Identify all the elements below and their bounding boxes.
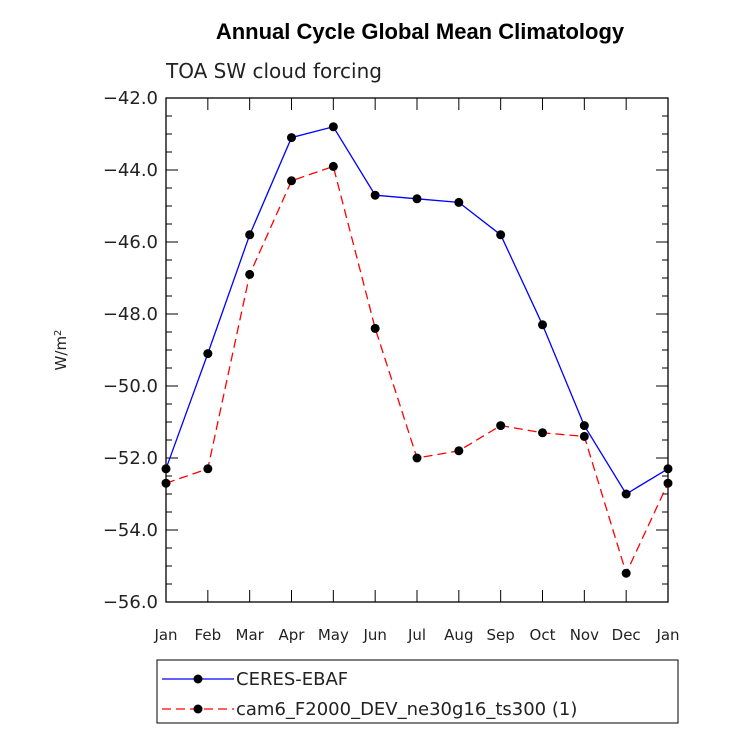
y-tick-label: −50.0 — [103, 376, 158, 397]
x-tick-label: Sep — [487, 626, 515, 644]
y-tick-label: −52.0 — [103, 448, 158, 469]
y-tick-label: −46.0 — [103, 232, 158, 253]
data-point — [245, 230, 255, 240]
series-line-2 — [165, 165, 669, 576]
data-point — [370, 323, 380, 333]
x-tick-label: Oct — [530, 626, 556, 644]
data-point — [454, 197, 464, 207]
legend-label: cam6_F2000_DEV_ne30g16_ts300 (1) — [236, 699, 577, 720]
x-tick-label: May — [318, 626, 349, 644]
x-tick-label: Aug — [444, 626, 473, 644]
data-point — [621, 489, 631, 499]
y-axis-label: W/m2 — [52, 330, 70, 371]
chart-subtitle: TOA SW cloud forcing — [165, 59, 382, 83]
data-point — [203, 464, 213, 474]
data-point — [245, 269, 255, 279]
legend-marker — [193, 674, 203, 684]
data-point — [496, 421, 506, 431]
data-point — [496, 230, 506, 240]
x-tick-label: Jun — [362, 626, 386, 644]
data-point — [328, 161, 338, 171]
x-tick-label: Feb — [195, 626, 222, 644]
data-point — [412, 453, 422, 463]
y-axis-label-text: W/m — [52, 336, 70, 371]
data-point — [538, 320, 547, 330]
x-tick-label: Dec — [612, 626, 641, 644]
x-tick-label: Apr — [279, 626, 306, 644]
legend-entries: CERES-EBAF cam6_F2000_DEV_ne30g16_ts300 (… — [162, 669, 577, 720]
data-point — [538, 428, 547, 438]
data-point — [454, 446, 464, 456]
y-tick-label: −48.0 — [103, 304, 158, 325]
data-point — [370, 190, 380, 200]
data-point — [287, 133, 296, 143]
x-tick-label: Jul — [407, 626, 426, 644]
legend: CERES-EBAF cam6_F2000_DEV_ne30g16_ts300 (… — [156, 659, 679, 724]
y-tick-label: −42.0 — [103, 88, 158, 109]
data-point — [287, 176, 296, 186]
data-point — [328, 122, 338, 132]
y-tick-label: −54.0 — [103, 520, 158, 541]
plot-series — [161, 122, 673, 578]
data-point — [203, 349, 213, 359]
data-point — [579, 421, 589, 431]
plot-frame — [165, 97, 669, 603]
data-point — [621, 568, 631, 578]
y-tick-label: −56.0 — [103, 592, 158, 613]
data-point — [579, 431, 589, 441]
x-axis-ticks: Jan Feb Mar Apr May Jun Jul Aug Sep Oct Nov Dec Jan — [153, 98, 680, 644]
x-tick-label: Mar — [236, 626, 265, 644]
y-axis-ticks: −42.0 −44.0 −46.0 −48.0 −50.0 −52.0 −54.0 −56.0 — [103, 88, 668, 613]
legend-label: CERES-EBAF — [236, 669, 348, 690]
x-tick-label: Jan — [153, 626, 177, 644]
y-axis-label-superscript: 2 — [53, 330, 64, 336]
series-line-1 — [165, 126, 669, 495]
y-tick-label: −44.0 — [103, 160, 158, 181]
chart-title: Annual Cycle Global Mean Climatology — [216, 19, 625, 44]
data-point — [412, 194, 422, 204]
legend-marker — [193, 704, 203, 714]
x-tick-label: Nov — [570, 626, 599, 644]
legend-box — [156, 659, 679, 724]
x-tick-label: Jan — [655, 626, 679, 644]
